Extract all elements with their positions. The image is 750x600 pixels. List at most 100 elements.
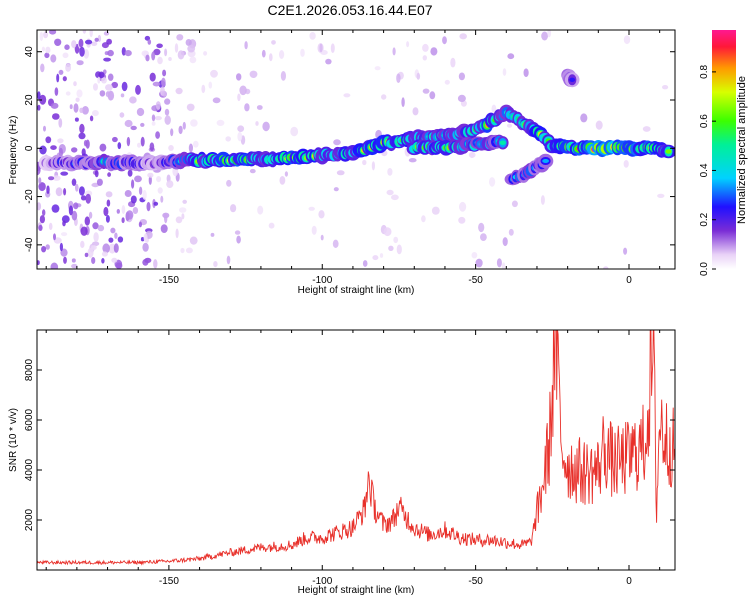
noise-speck: [79, 107, 84, 114]
noise-speck: [41, 246, 47, 253]
noise-speck: [422, 43, 429, 52]
noise-speck: [107, 49, 114, 57]
noise-speck: [39, 215, 46, 224]
snr-y-ticks: 2000 4000 6000 8000: [24, 358, 675, 531]
x-tick-label: 0: [626, 275, 632, 286]
noise-speck: [381, 94, 387, 100]
noise-speck: [226, 179, 232, 187]
noise-speck: [124, 190, 132, 197]
noise-speck: [153, 201, 159, 206]
noise-speck: [164, 48, 168, 57]
spectrogram-ridge: [38, 68, 675, 186]
noise-speck: [459, 33, 468, 40]
noise-speck: [162, 91, 167, 97]
noise-speck: [54, 87, 59, 96]
noise-speck: [91, 41, 98, 47]
noise-speck: [84, 252, 89, 258]
noise-speck: [111, 81, 118, 89]
noise-speck: [63, 188, 67, 196]
spectrogram-y-label: Frequency (Hz): [8, 116, 19, 185]
noise-speck: [343, 93, 351, 98]
noise-speck: [623, 247, 628, 255]
noise-speck: [71, 147, 78, 153]
noise-speck: [52, 113, 60, 120]
noise-speck: [237, 93, 241, 102]
ridge-core: [499, 140, 506, 146]
noise-speck: [239, 85, 247, 96]
noise-speck: [623, 160, 629, 168]
x-tick-label: 0: [626, 576, 632, 587]
noise-speck: [431, 206, 440, 215]
snr-y-label: SNR (10 * v/v): [8, 408, 19, 472]
snr-line: [37, 330, 675, 566]
noise-speck: [187, 44, 196, 53]
noise-speck: [111, 257, 118, 263]
noise-speck: [56, 73, 60, 83]
noise-speck: [212, 97, 221, 104]
noise-speck: [161, 77, 166, 88]
noise-speck: [101, 251, 108, 257]
colorbar-gradient: [712, 30, 736, 269]
noise-speck: [124, 119, 133, 128]
noise-speck: [93, 232, 99, 242]
noise-speck: [234, 230, 241, 235]
noise-speck: [391, 194, 399, 201]
noise-speck: [318, 210, 325, 219]
y-tick-label: 2000: [24, 508, 35, 531]
noise-speck: [121, 217, 125, 224]
noise-speck: [175, 216, 183, 224]
noise-speck: [126, 136, 131, 147]
noise-speck: [255, 121, 259, 126]
y-tick-label: -20: [24, 189, 35, 204]
noise-speck: [179, 207, 187, 213]
noise-speck: [142, 259, 149, 266]
x-tick-label: -100: [312, 275, 332, 286]
noise-speck: [82, 30, 87, 34]
x-tick-label: -100: [312, 576, 332, 587]
noise-speck: [186, 103, 195, 112]
noise-speck: [408, 158, 417, 163]
noise-speck: [225, 136, 231, 142]
noise-speck: [107, 90, 115, 101]
noise-speck: [388, 245, 394, 251]
noise-speck: [160, 195, 164, 203]
noise-speck: [140, 237, 145, 242]
noise-speck: [319, 43, 323, 53]
noise-speck: [42, 209, 46, 217]
noise-speck: [164, 115, 171, 125]
noise-speck: [442, 36, 447, 45]
noise-speck: [244, 41, 248, 50]
noise-speck: [50, 54, 57, 63]
noise-speck: [383, 227, 392, 237]
noise-speck: [175, 87, 183, 95]
noise-speck: [113, 243, 119, 253]
noise-speck: [210, 69, 218, 78]
noise-speck: [216, 119, 225, 126]
noise-speck: [52, 175, 61, 181]
noise-speck: [37, 202, 42, 211]
noise-speck: [190, 119, 198, 127]
noise-speck: [73, 103, 79, 113]
noise-speck: [496, 258, 502, 268]
noise-speck: [508, 228, 514, 236]
noise-speck: [506, 123, 513, 128]
noise-speck: [107, 172, 111, 177]
noise-speck: [117, 142, 122, 150]
noise-speck: [39, 94, 47, 105]
noise-speck: [501, 262, 506, 269]
ridge-core: [542, 159, 549, 163]
noise-speck: [185, 39, 192, 46]
x-tick-label: -150: [159, 576, 179, 587]
noise-speck: [92, 110, 99, 117]
noise-speck: [92, 222, 99, 230]
noise-speck: [261, 49, 266, 58]
noise-speck: [93, 83, 98, 91]
noise-speck: [164, 213, 168, 224]
noise-speck: [152, 81, 161, 87]
noise-speck: [48, 176, 55, 181]
noise-speck: [182, 121, 186, 130]
noise-speck: [458, 216, 466, 224]
noise-speck: [156, 43, 163, 49]
x-tick-label: -50: [468, 576, 483, 587]
noise-speck: [213, 261, 218, 268]
